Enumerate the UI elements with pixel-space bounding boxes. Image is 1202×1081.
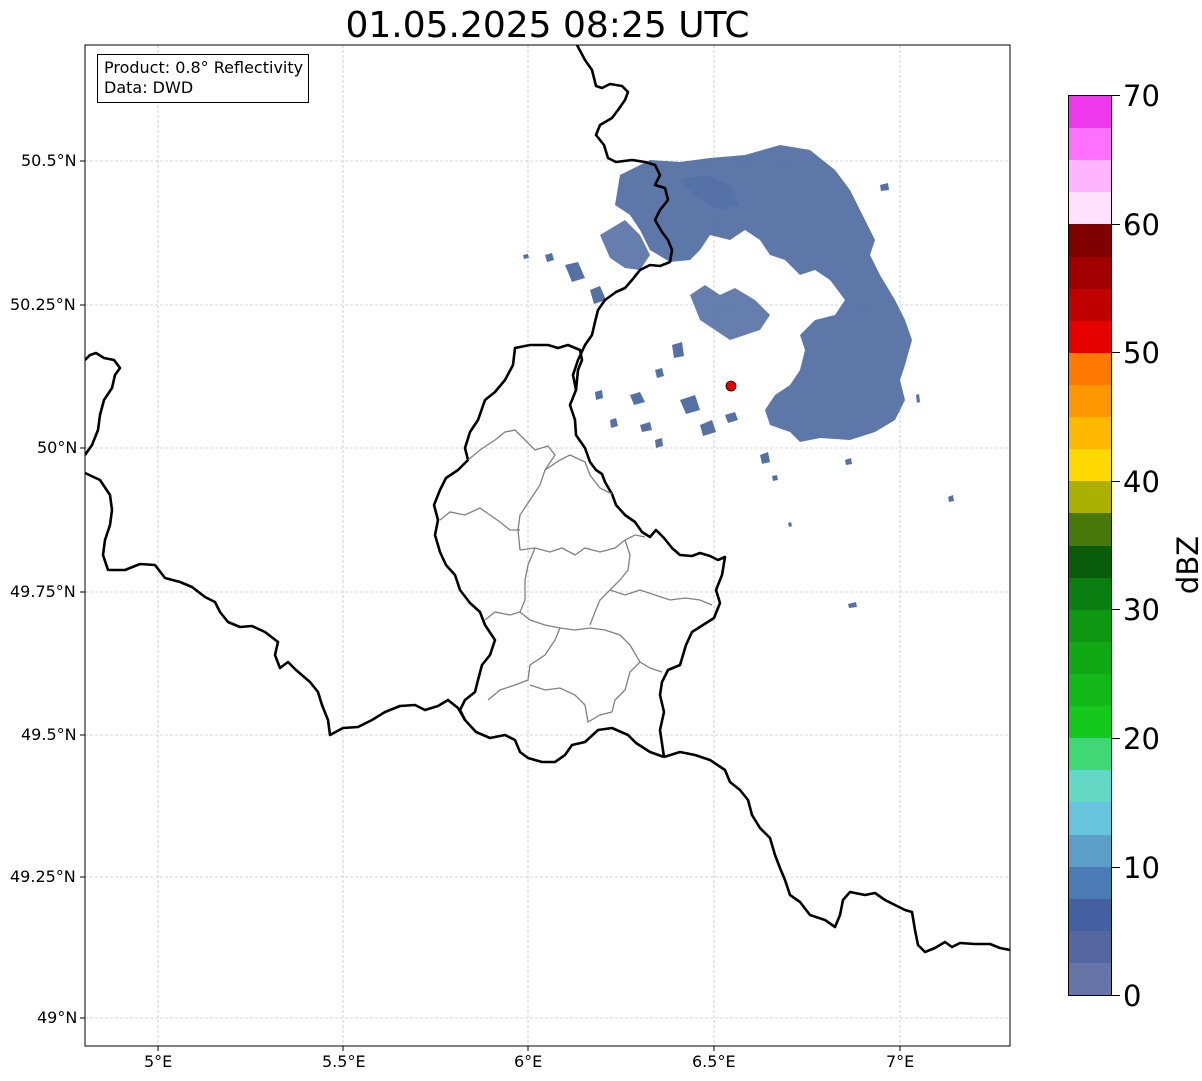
lat-tick-label: 49°N [37,1008,78,1027]
lon-tick-label: 5°E [144,1052,173,1071]
colorbar-tick-label: 30 [1123,593,1160,627]
plot-frame [84,44,1011,1047]
colorbar-segment [1069,160,1111,193]
colorbar-segment [1069,673,1111,707]
colorbar-tick-label: 10 [1123,851,1160,885]
colorbar-segment [1069,962,1111,996]
colorbar-segment [1069,738,1111,771]
dbz-colorbar [1068,95,1112,996]
colorbar-segment [1069,866,1111,899]
colorbar-unit-label: dBZ [1171,535,1202,595]
colorbar-segment [1069,192,1111,225]
map-gridlines [85,45,1010,1046]
colorbar-segment [1069,128,1111,161]
colorbar-segment [1069,834,1111,867]
colorbar-tick-label: 60 [1123,208,1160,242]
lon-tick-label: 5.5°E [322,1052,366,1071]
lat-tick-label: 50°N [37,438,78,457]
colorbar-segment [1069,224,1111,257]
colorbar-tick-label: 20 [1123,722,1160,756]
map-title: 01.05.2025 08:25 UTC [345,5,750,46]
lon-tick-label: 7°E [886,1052,915,1071]
product-info-box: Product: 0.8° Reflectivity Data: DWD [97,54,310,103]
lon-tick-label: 6.5°E [692,1052,736,1071]
product-label: Product: 0.8° Reflectivity [104,58,304,77]
colorbar-segment [1069,609,1111,642]
colorbar-segment [1069,706,1111,739]
colorbar-segment [1069,513,1111,546]
colorbar-segment [1069,481,1111,514]
radar-site-marker [725,380,737,392]
colorbar-segment [1069,417,1111,450]
colorbar-segment [1069,449,1111,482]
colorbar-segment [1069,802,1111,835]
colorbar-segment [1069,288,1111,321]
colorbar-tick-label: 50 [1123,336,1160,370]
colorbar-segment [1069,256,1111,289]
colorbar-segment [1069,898,1111,931]
lon-tick-label: 6°E [514,1052,543,1071]
colorbar-segment [1069,352,1111,385]
colorbar-segment [1069,930,1111,963]
colorbar-segment [1069,320,1111,353]
admin-boundaries [439,429,713,724]
colorbar-segment [1069,384,1111,418]
colorbar-segment [1069,641,1111,674]
colorbar-segment [1069,545,1111,578]
colorbar-segment [1069,96,1111,129]
lat-tick-label: 50.25°N [10,295,76,314]
lat-tick-label: 49.75°N [10,582,76,601]
country-borders [85,45,1010,954]
colorbar-segment [1069,577,1111,610]
colorbar-segment [1069,770,1111,803]
lat-tick-label: 49.5°N [21,725,77,744]
lat-tick-label: 50.5°N [21,151,77,170]
lat-tick-label: 49.25°N [10,867,76,886]
colorbar-tick-label: 40 [1123,465,1160,499]
colorbar-tick-label: 0 [1123,979,1142,1013]
radar-echo-area [523,145,954,608]
colorbar-tick-label: 70 [1123,79,1160,113]
data-source-label: Data: DWD [104,78,194,97]
